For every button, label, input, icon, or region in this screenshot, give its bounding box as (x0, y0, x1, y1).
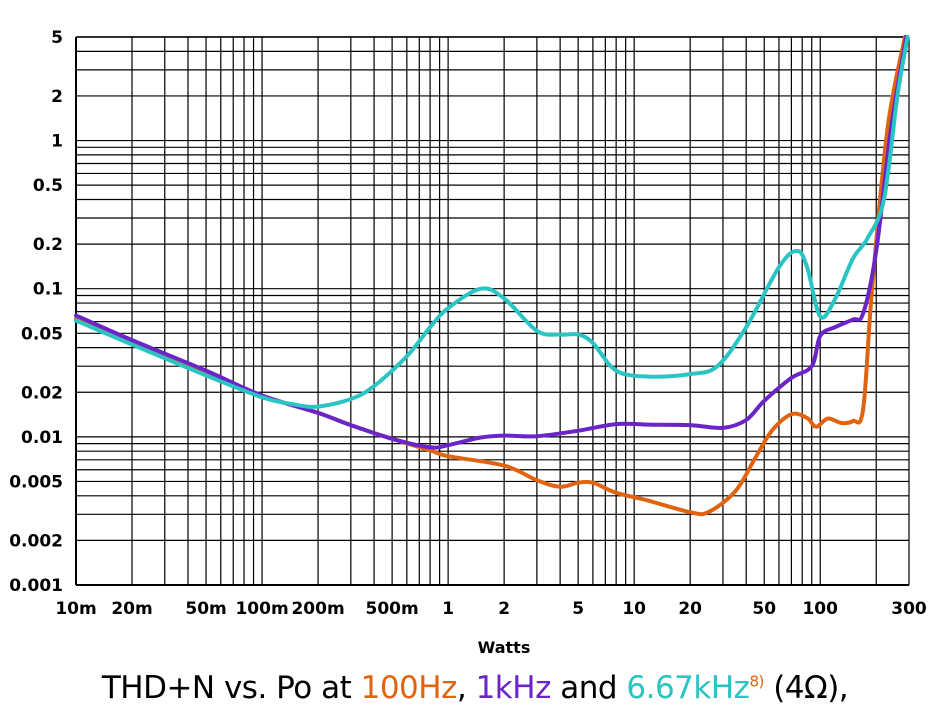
x-axis-ticks: 10m 20m 50m 100m 200m 500m 1 2 5 10 20 50 100 300 (55, 599, 927, 619)
x-axis-title: Watts (478, 638, 531, 657)
y-tick-label: 0.005 (9, 472, 63, 492)
caption-sep1: , (456, 670, 476, 706)
series-line-667khz (74, 35, 910, 409)
x-tick-label: 1 (442, 599, 454, 619)
x-tick-label: 50m (185, 599, 226, 619)
x-tick-label: 50 (752, 599, 776, 619)
chart-series (74, 35, 910, 517)
x-tick-label: 20 (678, 599, 702, 619)
caption-sep2: and (550, 670, 627, 706)
y-tick-label: 0.5 (33, 176, 63, 196)
y-tick-label: 0.002 (9, 531, 63, 551)
caption-1khz: 1kHz (475, 670, 552, 706)
series-line-1khz (74, 35, 909, 450)
x-tick-label: 300 (891, 599, 927, 619)
caption-prefix: THD+N vs. Po at (101, 670, 361, 706)
y-tick-label: 0.1 (33, 280, 63, 300)
chart-caption: THD+N vs. Po at 100Hz, 1kHz and 6.67kHz8… (0, 670, 950, 706)
y-tick-label: 5 (51, 28, 63, 48)
y-tick-label: 0.01 (21, 428, 63, 448)
x-tick-label: 20m (111, 599, 152, 619)
x-tick-label: 2 (498, 599, 510, 619)
caption-667khz: 6.67kHz (626, 670, 750, 706)
y-tick-label: 0.02 (21, 383, 63, 403)
caption-footnote: 8) (749, 672, 764, 691)
x-tick-label: 10 (622, 599, 646, 619)
caption-100hz: 100Hz (360, 670, 458, 706)
x-tick-label: 100 (802, 599, 838, 619)
y-tick-label: 1 (51, 132, 63, 152)
x-tick-label: 10m (55, 599, 96, 619)
y-tick-label: 0.001 (9, 576, 63, 596)
y-tick-label: 0.2 (33, 235, 63, 255)
series-line-100hz (74, 35, 907, 517)
x-tick-label: 200m (291, 599, 344, 619)
y-axis-ticks: 5 2 1 0.5 0.2 0.1 0.05 0.02 0.01 0.005 0.002 0.001 (9, 28, 63, 596)
x-tick-label: 100m (235, 599, 288, 619)
x-tick-label: 500m (366, 599, 419, 619)
chart-grid (75, 36, 910, 586)
y-tick-label: 2 (51, 87, 63, 107)
caption-suffix: (4Ω), (763, 670, 849, 706)
x-tick-label: 5 (572, 599, 584, 619)
y-tick-label: 0.05 (21, 324, 63, 344)
